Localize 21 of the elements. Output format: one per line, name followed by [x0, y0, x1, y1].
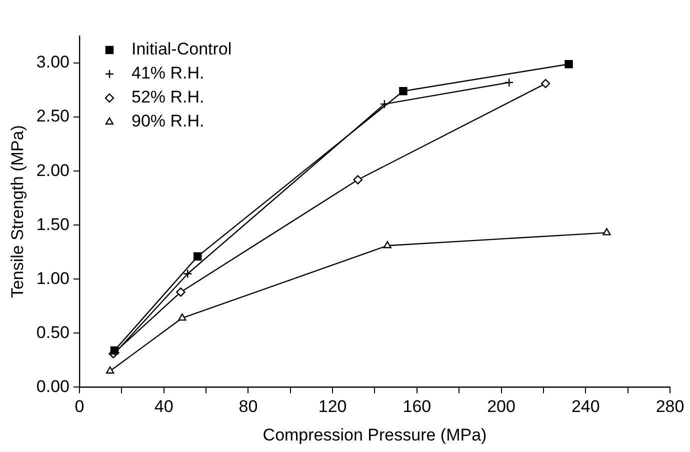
legend-label: 90% R.H. — [131, 112, 204, 131]
legend-label: Initial-Control — [131, 40, 232, 59]
legend-label: 52% R.H. — [131, 88, 204, 107]
x-tick-label: 40 — [154, 397, 174, 416]
x-axis-title: Compression Pressure (MPa) — [262, 425, 487, 444]
legend-label: 41% R.H. — [131, 64, 204, 83]
y-axis-title: Tensile Strength (MPa) — [8, 125, 27, 298]
y-tick-label: 0.50 — [36, 322, 70, 342]
x-tick-label: 200 — [487, 397, 516, 416]
y-tick-label: 3.00 — [36, 52, 70, 72]
y-tick-label: 1.50 — [36, 214, 70, 234]
x-tick-label: 120 — [318, 397, 347, 416]
x-tick-label: 80 — [238, 397, 258, 416]
y-tick-label: 1.00 — [36, 268, 70, 288]
x-tick-label: 280 — [656, 397, 684, 416]
y-tick-label: 2.00 — [36, 160, 70, 180]
y-tick-label: 2.50 — [36, 106, 70, 126]
x-tick-label: 240 — [571, 397, 600, 416]
y-tick-label: 0.00 — [36, 376, 70, 396]
x-tick-label: 0 — [74, 397, 84, 416]
x-tick-label: 160 — [402, 397, 432, 416]
